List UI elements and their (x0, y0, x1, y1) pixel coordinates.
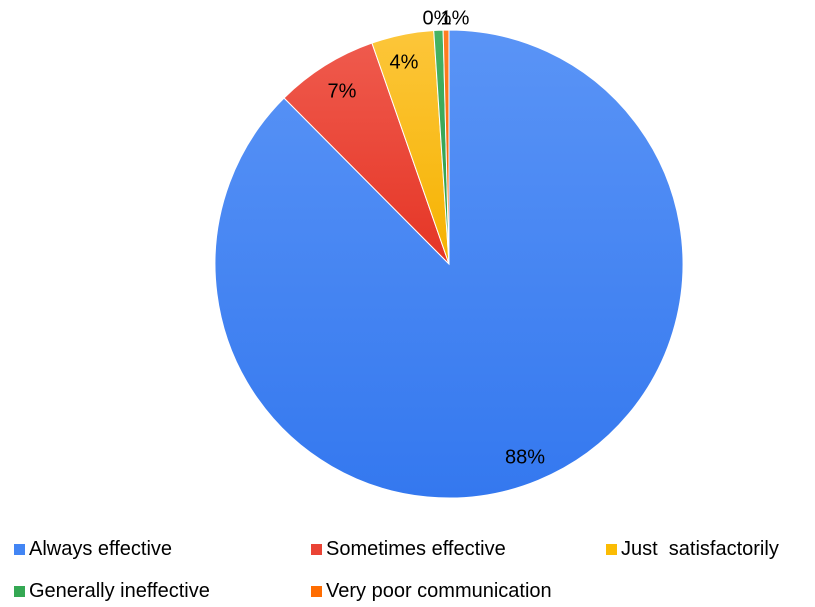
legend-swatch-always-effective (14, 544, 25, 555)
data-label-just-satisfactorily: 4% (390, 51, 419, 73)
legend-label-generally-ineffective: Generally ineffective (29, 580, 210, 602)
data-label-very-poor-communication: 1% (441, 7, 470, 29)
legend-item-always-effective: Always effective (14, 538, 172, 561)
legend-label-sometimes-effective: Sometimes effective (326, 538, 506, 560)
data-label-always-effective: 88% (505, 446, 545, 468)
data-label-sometimes-effective: 7% (328, 80, 357, 102)
legend-swatch-just-satisfactorily (606, 544, 617, 555)
legend-label-very-poor-communication: Very poor communication (326, 580, 552, 602)
legend-label-just-satisfactorily: Just satisfactorily (621, 538, 779, 560)
legend-swatch-generally-ineffective (14, 586, 25, 597)
legend-swatch-sometimes-effective (311, 544, 322, 555)
legend-item-sometimes-effective: Sometimes effective (311, 538, 506, 561)
legend-item-very-poor-communication: Very poor communication (311, 580, 552, 603)
legend-item-just-satisfactorily: Just satisfactorily (606, 538, 779, 561)
data-label-generally-ineffective: 0% (423, 7, 452, 29)
legend-item-generally-ineffective: Generally ineffective (14, 580, 210, 603)
pie-slice-very-poor-communication (442, 29, 450, 265)
legend-label-always-effective: Always effective (29, 538, 173, 560)
pie-slices (214, 29, 684, 499)
pie-data-labels: 88% 7% 4%0%1% (328, 7, 546, 468)
legend-swatch-very-poor-communication (311, 586, 322, 597)
pie-slice-sometimes-effective (283, 42, 450, 265)
